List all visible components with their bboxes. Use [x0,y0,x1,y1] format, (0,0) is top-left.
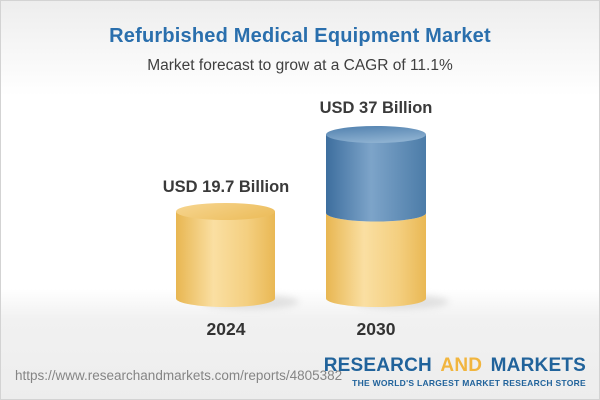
cylinder-2030-base-segment [326,213,426,307]
cylinder-2030 [326,126,426,307]
chart-title: Refurbished Medical Equipment Market [109,25,491,47]
cylinder-2030-growth-segment [326,134,426,222]
value-label-2024: USD 19.7 Billion [162,178,290,196]
value-label-2030: USD 37 Billion [319,99,433,117]
logo-word-markets: MARKETS [490,355,586,376]
logo-wordmark: RESEARCH AND MARKETS [324,356,586,375]
chart-subtitle: Market forecast to grow at a CAGR of 11.… [147,57,453,74]
research-and-markets-logo: RESEARCH AND MARKETS THE WORLD'S LARGEST… [324,356,586,388]
report-url[interactable]: https://www.researchandmarkets.com/repor… [15,368,343,383]
category-label-2030: 2030 [356,319,396,339]
logo-tagline: THE WORLD'S LARGEST MARKET RESEARCH STOR… [352,378,586,388]
category-label-2024: 2024 [206,319,246,339]
logo-word-and: AND [440,355,483,376]
logo-word-research: RESEARCH [323,355,432,376]
cylinder-2024 [176,203,275,307]
